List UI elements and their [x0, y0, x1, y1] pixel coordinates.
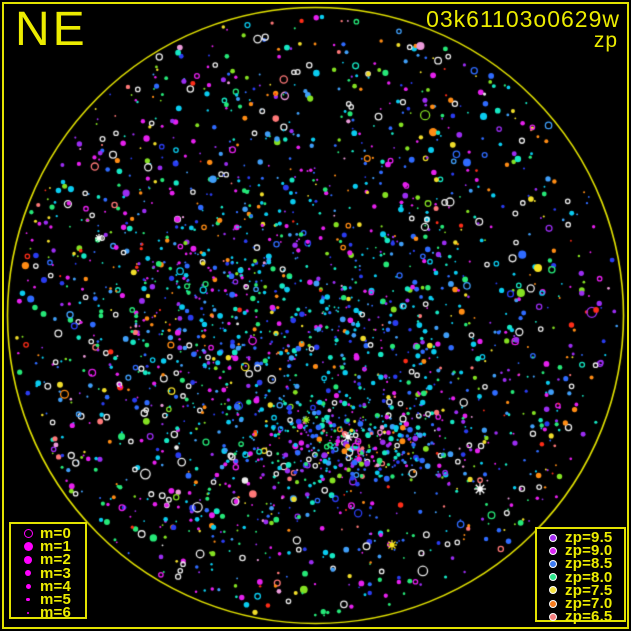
dot-icon	[16, 611, 40, 614]
legend-label: m=2	[40, 551, 72, 569]
dot-icon	[16, 542, 40, 552]
legend-label: m=4	[40, 577, 72, 595]
legend-label: zp=7.0	[565, 595, 613, 613]
legend-row: zp=8.5	[541, 555, 624, 573]
legend-label: m=3	[40, 564, 72, 582]
dot-icon	[16, 583, 40, 589]
legend-row: zp=9.5	[541, 529, 624, 547]
legend-row: m=4	[16, 577, 85, 595]
legend-label: zp=6.5	[565, 608, 613, 626]
color-dot-icon	[541, 599, 565, 608]
legend-row: zp=7.5	[541, 581, 624, 599]
legend-row: zp=9.0	[541, 542, 624, 560]
legend-row: zp=6.5	[541, 608, 624, 626]
color-dot-icon	[541, 586, 565, 595]
legend-row: m=5	[16, 591, 85, 609]
legend-row: m=0	[16, 525, 85, 543]
dot-icon	[16, 555, 40, 564]
zp-axis-label: zp	[593, 29, 618, 52]
region-label: NE	[15, 3, 88, 56]
legend-label: m=6	[40, 604, 72, 622]
legend-row: m=3	[16, 564, 85, 582]
legend-label: zp=8.0	[565, 568, 613, 586]
legend-label: zp=7.5	[565, 581, 613, 599]
color-dot-icon	[541, 533, 565, 542]
plot-title: 03k61103o0629w	[426, 6, 620, 32]
color-dot-icon	[541, 559, 565, 568]
legend-row: m=2	[16, 551, 85, 569]
legend-row: zp=8.0	[541, 568, 624, 586]
zeropoint-legend: zp=9.5 zp=9.0 zp=8.5 zp=8.0 zp=7.5 zp=7.0 zp=6…	[535, 527, 626, 626]
legend-row: m=1	[16, 538, 85, 556]
legend-label: m=1	[40, 538, 72, 556]
legend-label: m=0	[40, 525, 72, 543]
legend-row: zp=7.0	[541, 595, 624, 613]
legend-label: zp=9.5	[565, 529, 613, 547]
dot-icon	[16, 597, 40, 602]
color-dot-icon	[541, 612, 565, 621]
dot-icon	[16, 569, 40, 577]
legend-label: zp=9.0	[565, 542, 613, 560]
color-dot-icon	[541, 573, 565, 582]
open-circle-icon	[16, 529, 40, 539]
legend-row: m=6	[16, 604, 85, 622]
color-dot-icon	[541, 546, 565, 555]
legend-label: zp=8.5	[565, 555, 613, 573]
legend-label: m=5	[40, 591, 72, 609]
magnitude-legend: m=0 m=1 m=2 m=3 m=4 m=5 m=6	[9, 522, 87, 622]
